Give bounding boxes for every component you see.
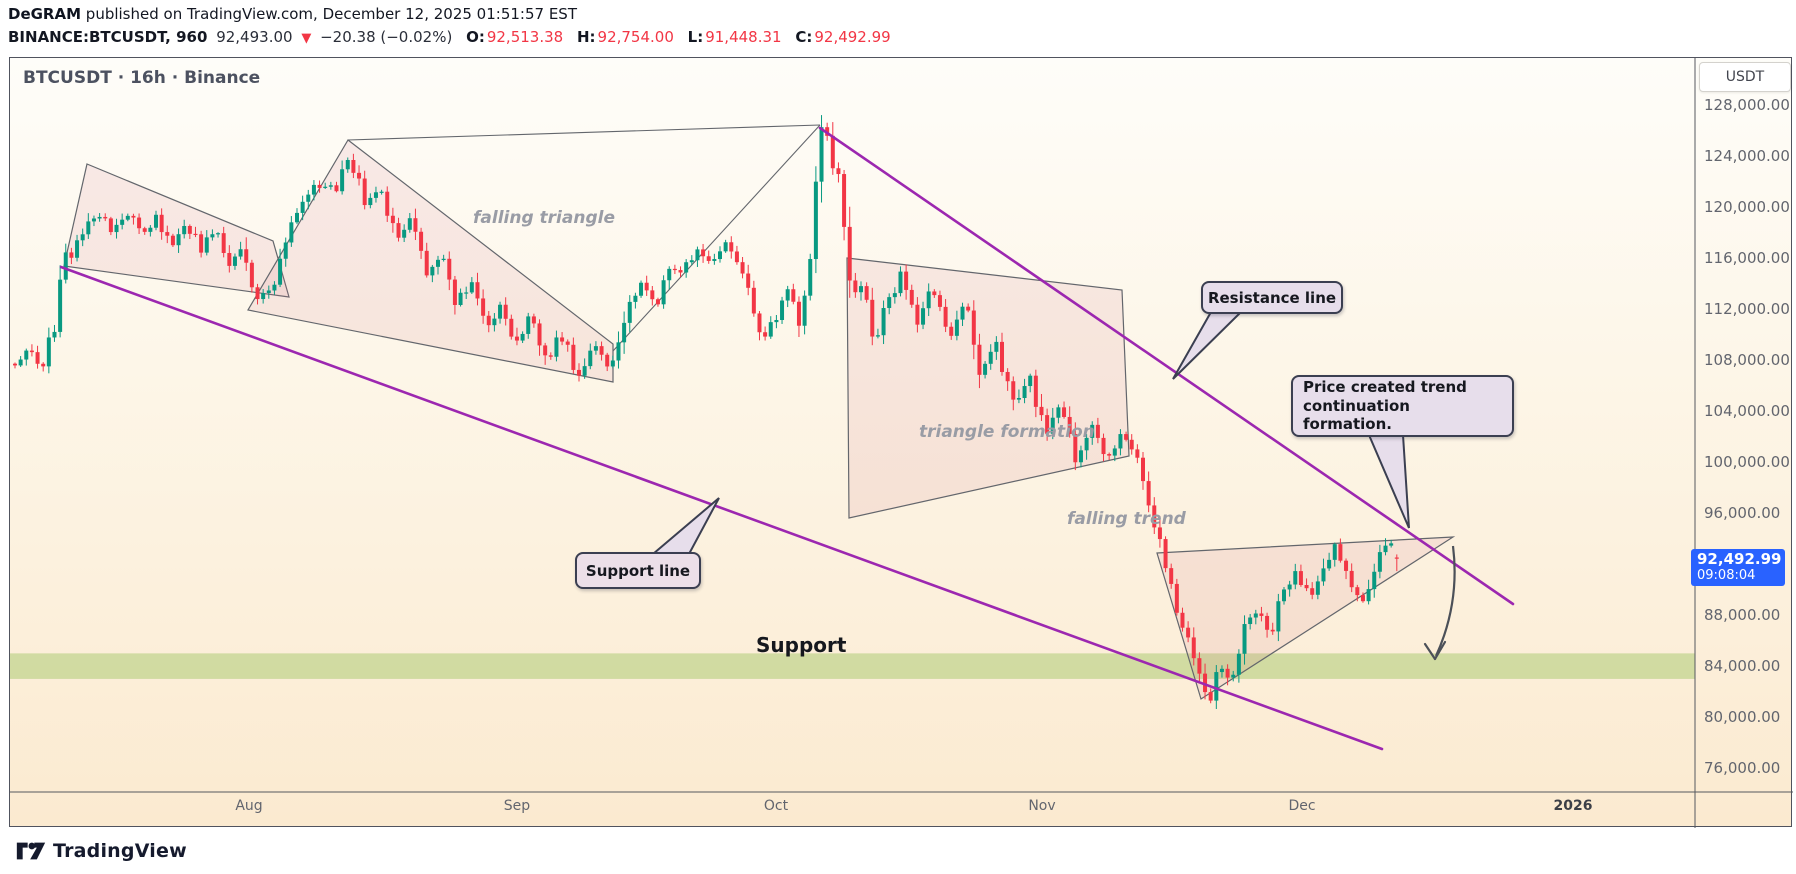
price-axis-label: 80,000.00 <box>1704 708 1781 727</box>
down-triangle-icon: ▼ <box>301 31 312 46</box>
bar-countdown: 09:08:04 <box>1697 568 1756 583</box>
pattern-falling-triangle <box>247 139 614 383</box>
callout-tail <box>1367 434 1410 529</box>
projection-arrow <box>1434 545 1456 657</box>
price-axis-label: 120,000.00 <box>1704 197 1790 216</box>
high-label: H: <box>576 28 596 46</box>
author-name: DeGRAM <box>8 5 82 23</box>
resistance-callout[interactable]: Resistance line <box>1201 281 1343 314</box>
current-price-label: 92,492.99 09:08:04 <box>1691 549 1785 586</box>
falling-triangle-label: falling triangle <box>473 208 615 228</box>
triangle-formation-label: triangle formation <box>919 422 1095 442</box>
pattern-edge-line <box>347 124 821 141</box>
price-axis-label: 116,000.00 <box>1704 248 1790 267</box>
pattern-edge-line <box>612 124 821 352</box>
currency-badge[interactable]: USDT <box>1699 62 1791 92</box>
open-label: O: <box>466 28 485 46</box>
support-callout[interactable]: Support line <box>575 552 701 589</box>
price-axis-label: 104,000.00 <box>1704 401 1790 420</box>
falling-trend-label: falling trend <box>1067 509 1186 529</box>
footer: TradingView <box>16 836 187 866</box>
pattern-continuation-formation <box>1156 536 1456 700</box>
low-value: 91,448.31 <box>705 28 782 46</box>
tradingview-logo-icon[interactable] <box>16 839 46 863</box>
symbol-name: BINANCE:BTCUSDT, 960 <box>8 28 208 46</box>
chart-frame: BTCUSDT · 16h · Binance USDT 128,000.00 1… <box>9 57 1793 828</box>
price-axis-label: 112,000.00 <box>1704 299 1790 318</box>
price-axis-label: 108,000.00 <box>1704 350 1790 369</box>
price-axis-label: 124,000.00 <box>1704 146 1790 165</box>
high-value: 92,754.00 <box>597 28 674 46</box>
chart-watermark: BTCUSDT · 16h · Binance <box>23 68 261 88</box>
callout-tail <box>650 497 720 555</box>
price-axis-label: 100,000.00 <box>1704 452 1790 471</box>
support-zone-label: Support <box>756 633 847 657</box>
low-label: L: <box>687 28 704 46</box>
pattern-falling-wedge-left <box>63 163 290 298</box>
continuation-callout[interactable]: Price created trend continuation formati… <box>1291 375 1514 437</box>
time-axis-label: Oct <box>763 798 789 814</box>
current-price: 92,492.99 <box>1697 550 1782 568</box>
chart-header: DeGRAM published on TradingView.com, Dec… <box>8 5 1608 46</box>
open-value: 92,513.38 <box>486 28 564 46</box>
time-axis-label: Dec <box>1288 798 1316 814</box>
time-axis-label: Aug <box>235 798 263 814</box>
price-change: −20.38 (−0.02%) <box>320 28 453 46</box>
price-axis-label: 128,000.00 <box>1704 95 1790 114</box>
time-axis-label: Sep <box>503 798 531 814</box>
price-axis-label: 76,000.00 <box>1704 759 1781 778</box>
support-zone-band <box>10 653 1695 679</box>
candles <box>13 115 1399 709</box>
tradingview-wordmark[interactable]: TradingView <box>53 840 187 862</box>
close-label: C: <box>795 28 813 46</box>
candlestick-canvas[interactable] <box>10 58 1793 828</box>
time-axis-label: 2026 <box>1553 798 1593 814</box>
price-axis-label: 88,000.00 <box>1704 606 1781 625</box>
callout-tail <box>1172 311 1244 380</box>
support-trendline <box>59 265 1384 751</box>
price-axis-label: 96,000.00 <box>1704 504 1781 522</box>
publish-info: DeGRAM published on TradingView.com, Dec… <box>8 5 1608 25</box>
last-price: 92,493.00 <box>216 28 293 46</box>
resistance-trendline <box>818 126 1515 606</box>
publish-text: published on TradingView.com, December 1… <box>81 5 577 23</box>
time-axis-label: Nov <box>1028 798 1056 814</box>
ohlc-row: BINANCE:BTCUSDT, 960 92,493.00 ▼ −20.38 … <box>8 28 1608 46</box>
price-axis-label: 84,000.00 <box>1704 657 1781 676</box>
close-value: 92,492.99 <box>814 28 891 46</box>
